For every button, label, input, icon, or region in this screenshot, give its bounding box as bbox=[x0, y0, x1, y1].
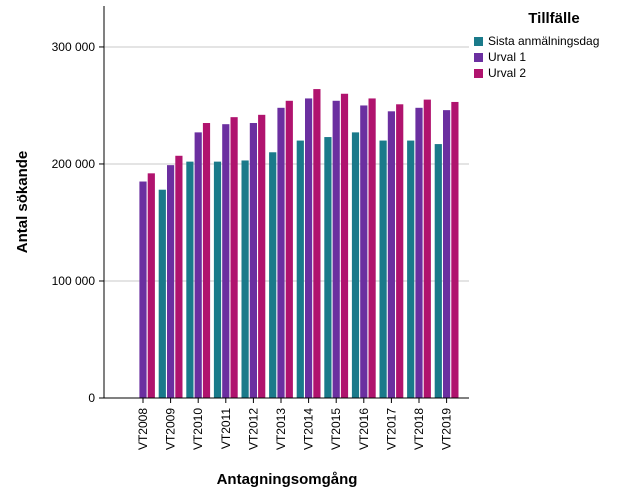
y-tick-label: 300 000 bbox=[52, 40, 96, 54]
y-axis-title: Antal sökande bbox=[14, 151, 31, 254]
x-tick-labels: VT2008 VT2009 VT2010 VT2011 VT2012 VT2013 VT20… bbox=[136, 408, 454, 450]
bar bbox=[387, 111, 395, 399]
legend-title: Tillfälle bbox=[528, 10, 580, 27]
bar bbox=[340, 93, 349, 398]
x-tick-label: VT2008 bbox=[136, 408, 150, 450]
x-tick-label: VT2014 bbox=[302, 408, 316, 450]
bar bbox=[443, 110, 451, 398]
bar-groups bbox=[139, 89, 459, 399]
bar bbox=[277, 107, 285, 399]
legend-swatch bbox=[474, 52, 483, 62]
bar bbox=[222, 124, 230, 399]
bar bbox=[175, 155, 183, 398]
legend-swatch bbox=[474, 36, 483, 46]
bar bbox=[324, 137, 332, 399]
x-tick-label: VT2019 bbox=[440, 408, 454, 450]
bar bbox=[139, 181, 147, 398]
bar bbox=[285, 100, 293, 398]
x-tick-label: VT2010 bbox=[191, 408, 205, 450]
bar bbox=[396, 104, 404, 398]
bar bbox=[360, 105, 368, 399]
bar bbox=[147, 173, 155, 398]
x-tick-label: VT2015 bbox=[329, 408, 343, 450]
bar bbox=[368, 98, 376, 399]
axes bbox=[99, 6, 469, 403]
bar bbox=[351, 132, 360, 399]
bar bbox=[423, 99, 431, 398]
bar bbox=[249, 123, 257, 398]
bar bbox=[269, 152, 277, 398]
bar bbox=[194, 132, 202, 399]
y-tick-label: 200 000 bbox=[52, 157, 96, 171]
y-tick-labels: 0 100 000 200 000 300 000 bbox=[52, 40, 96, 405]
bar bbox=[202, 123, 211, 398]
bar bbox=[379, 140, 387, 398]
bar bbox=[332, 100, 340, 398]
x-tick-label: VT2009 bbox=[164, 408, 178, 450]
legend-label: Urval 1 bbox=[488, 50, 527, 64]
y-tick-label: 0 bbox=[88, 391, 95, 405]
legend: Tillfälle Sista anmälningsdag Urval 1 Ur… bbox=[474, 10, 624, 81]
bar bbox=[258, 114, 266, 398]
bar bbox=[415, 107, 423, 399]
x-axis-title: Antagningsomgång bbox=[217, 471, 358, 488]
legend-label: Sista anmälningsdag bbox=[488, 34, 600, 48]
x-tick-label: VT2018 bbox=[412, 408, 426, 450]
bar bbox=[451, 101, 459, 398]
legend-item-urval-1: Urval 1 bbox=[474, 49, 624, 65]
bar bbox=[213, 161, 222, 398]
bar bbox=[313, 89, 321, 398]
legend-item-sista-anmalningsdag: Sista anmälningsdag bbox=[474, 33, 624, 49]
x-tick-label: VT2012 bbox=[246, 408, 260, 450]
legend-label: Urval 2 bbox=[488, 66, 527, 80]
x-tick-label: VT2011 bbox=[219, 408, 233, 449]
bar bbox=[186, 161, 194, 398]
bar bbox=[167, 165, 175, 398]
bar bbox=[407, 140, 415, 398]
bar bbox=[296, 140, 304, 398]
y-tick-label: 100 000 bbox=[52, 274, 96, 288]
bar bbox=[158, 189, 166, 398]
legend-item-urval-2: Urval 2 bbox=[474, 65, 624, 81]
x-tick-label: VT2017 bbox=[384, 408, 398, 450]
bar bbox=[305, 98, 313, 399]
x-tick-label: VT2013 bbox=[274, 408, 288, 450]
x-tick-label: VT2016 bbox=[357, 408, 371, 450]
bar bbox=[434, 144, 442, 398]
bar bbox=[230, 117, 238, 398]
legend-swatch bbox=[474, 68, 483, 78]
bar bbox=[241, 160, 249, 398]
